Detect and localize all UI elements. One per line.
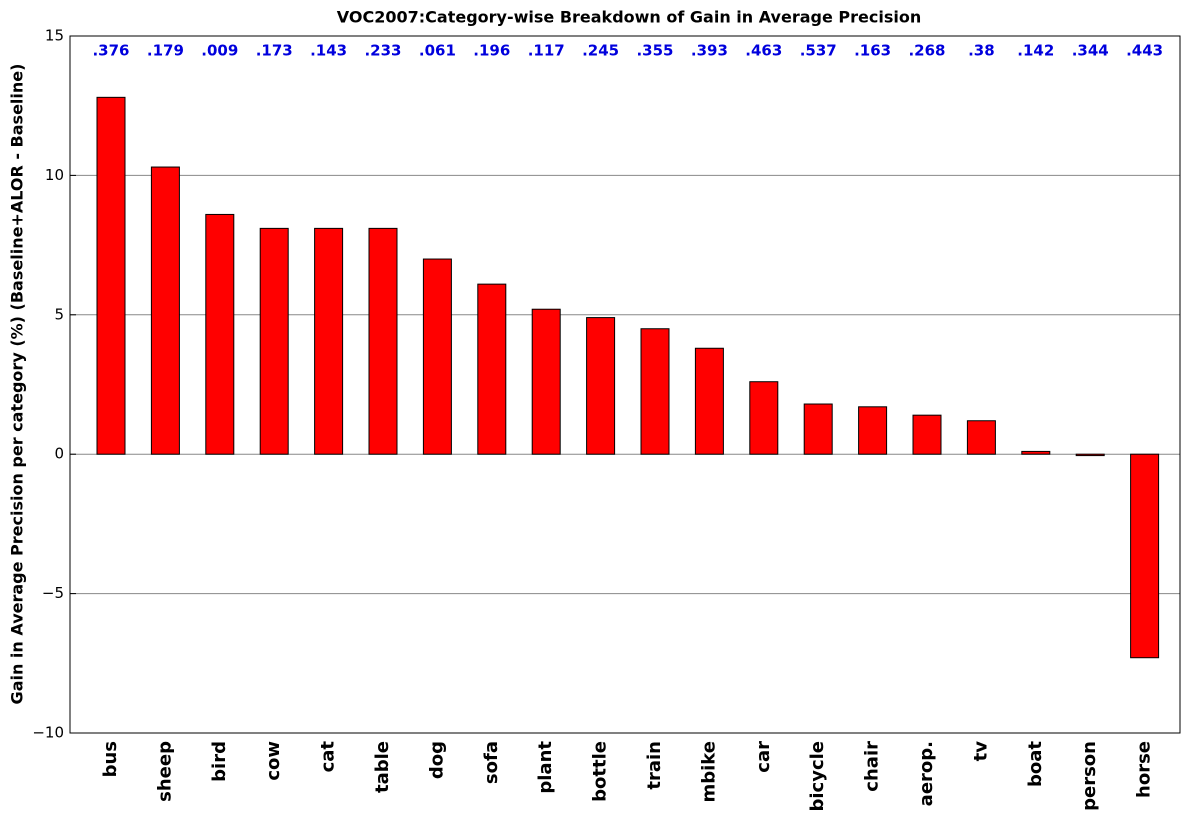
bar	[205, 213, 235, 455]
annotation: .245	[582, 42, 619, 60]
x-tick-label: car	[753, 741, 774, 773]
x-tick-label: chair	[862, 741, 883, 792]
bar	[912, 414, 942, 455]
y-tick-label: 5	[54, 305, 64, 323]
bar	[368, 227, 398, 455]
y-axis-label: Gain in Average Precision per category (…	[8, 64, 27, 705]
annotation: .009	[201, 42, 238, 60]
bar	[1130, 453, 1160, 659]
bar	[1021, 450, 1051, 455]
annotation: .355	[636, 42, 673, 60]
annotation: .233	[364, 42, 401, 60]
x-tick-label: boat	[1025, 741, 1046, 787]
annotation: .061	[419, 42, 456, 60]
bar	[314, 227, 344, 455]
bar	[749, 381, 779, 455]
x-tick-label: horse	[1134, 741, 1155, 798]
x-tick-label: sofa	[481, 741, 502, 784]
annotation: .344	[1072, 42, 1109, 60]
x-tick-label: bus	[100, 741, 121, 777]
y-tick-label: −5	[42, 584, 64, 602]
plot-frame	[69, 35, 1181, 734]
x-tick-label: table	[372, 741, 393, 793]
x-tick-label: sheep	[154, 741, 175, 802]
annotation: .142	[1017, 42, 1054, 60]
annotation: .268	[908, 42, 945, 60]
annotation: .38	[968, 42, 995, 60]
bar	[96, 96, 126, 455]
x-tick-label: person	[1079, 741, 1100, 811]
y-tick-label: 10	[45, 166, 64, 184]
bar	[966, 420, 996, 455]
x-tick-label: aerop.	[916, 741, 937, 806]
y-tick-label: −10	[32, 724, 64, 742]
annotation: .173	[256, 42, 293, 60]
annotation: .179	[147, 42, 184, 60]
annotation: .463	[745, 42, 782, 60]
x-tick-label: bottle	[590, 741, 611, 802]
x-tick-label: plant	[535, 741, 556, 794]
annotation: .196	[473, 42, 510, 60]
annotation: .163	[854, 42, 891, 60]
annotation: .443	[1126, 42, 1163, 60]
bar	[477, 283, 507, 455]
x-tick-label: cow	[263, 741, 284, 781]
bar	[640, 328, 670, 455]
bar	[531, 308, 561, 455]
bar	[858, 406, 888, 455]
bar	[803, 403, 833, 455]
bar	[259, 227, 289, 455]
bar	[422, 258, 452, 455]
annotation: .393	[691, 42, 728, 60]
annotation: .537	[800, 42, 837, 60]
x-tick-label: tv	[970, 741, 991, 762]
chart-title: VOC2007:Category-wise Breakdown of Gain …	[337, 8, 921, 27]
x-tick-label: dog	[426, 741, 447, 779]
y-tick-label: 0	[54, 445, 64, 463]
bar	[1075, 453, 1105, 457]
x-tick-label: mbike	[698, 741, 719, 803]
annotation: .143	[310, 42, 347, 60]
annotation: .117	[528, 42, 565, 60]
x-tick-label: bird	[209, 741, 230, 782]
annotation: .376	[92, 42, 129, 60]
x-tick-label: bicycle	[807, 741, 828, 812]
x-tick-label: cat	[318, 741, 339, 773]
bar	[150, 166, 180, 455]
bar	[586, 317, 616, 455]
y-tick-label: 15	[45, 27, 64, 45]
x-tick-label: train	[644, 741, 665, 790]
bar	[694, 347, 724, 455]
